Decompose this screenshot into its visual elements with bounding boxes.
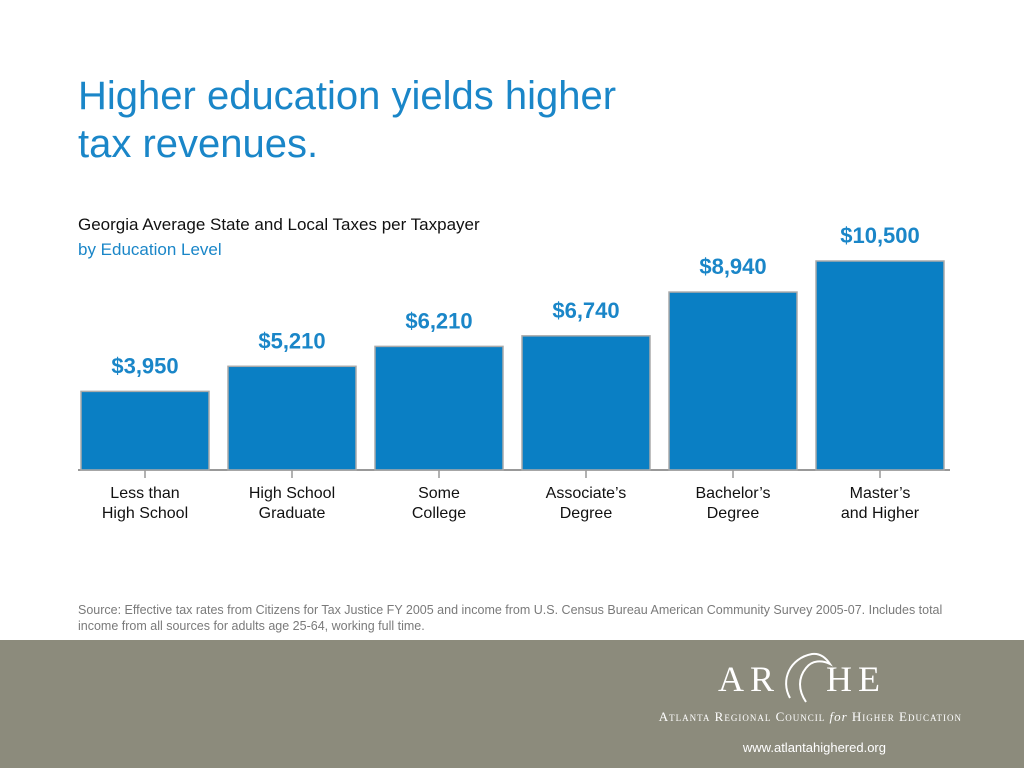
chart-subtitle: by Education Level — [78, 240, 222, 259]
category-label: High School Graduate — [248, 485, 336, 522]
org-part1: Atlanta Regional Council — [658, 709, 826, 724]
value-label: $5,210 — [258, 328, 325, 353]
category-label: Some College — [411, 485, 467, 522]
bar — [521, 335, 651, 471]
value-label: $3,950 — [111, 353, 178, 378]
logo-left: AR — [718, 659, 781, 699]
footer: AR HE Atlanta Regional Council for Highe… — [0, 640, 1024, 768]
bar — [815, 260, 945, 471]
org-part2: Higher Education — [851, 709, 962, 724]
value-label: $6,740 — [552, 298, 619, 323]
slide-title: Higher education yields higher tax reven… — [78, 74, 617, 166]
category-label: Bachelor’s Degree — [695, 485, 771, 522]
bar — [80, 390, 210, 471]
logo-right: HE — [826, 659, 886, 699]
value-label: $6,210 — [405, 308, 472, 333]
url: www.atlantahighered.org — [742, 740, 886, 755]
logo-swoosh — [785, 652, 833, 703]
bar — [374, 345, 504, 471]
source-note: Source: Effective tax rates from Citizen… — [78, 603, 943, 633]
org-for: for — [829, 709, 848, 724]
value-label: $8,940 — [699, 254, 766, 279]
category-label: Master’s and Higher — [840, 485, 920, 522]
category-label: Less than High School — [101, 485, 189, 522]
value-label: $10,500 — [840, 223, 920, 248]
chart-title: Georgia Average State and Local Taxes pe… — [78, 215, 480, 234]
org-name: Atlanta Regional Council for Higher Educ… — [659, 709, 962, 725]
category-label: Associate’s Degree — [545, 485, 627, 522]
bar — [668, 291, 798, 471]
bar — [227, 365, 357, 471]
